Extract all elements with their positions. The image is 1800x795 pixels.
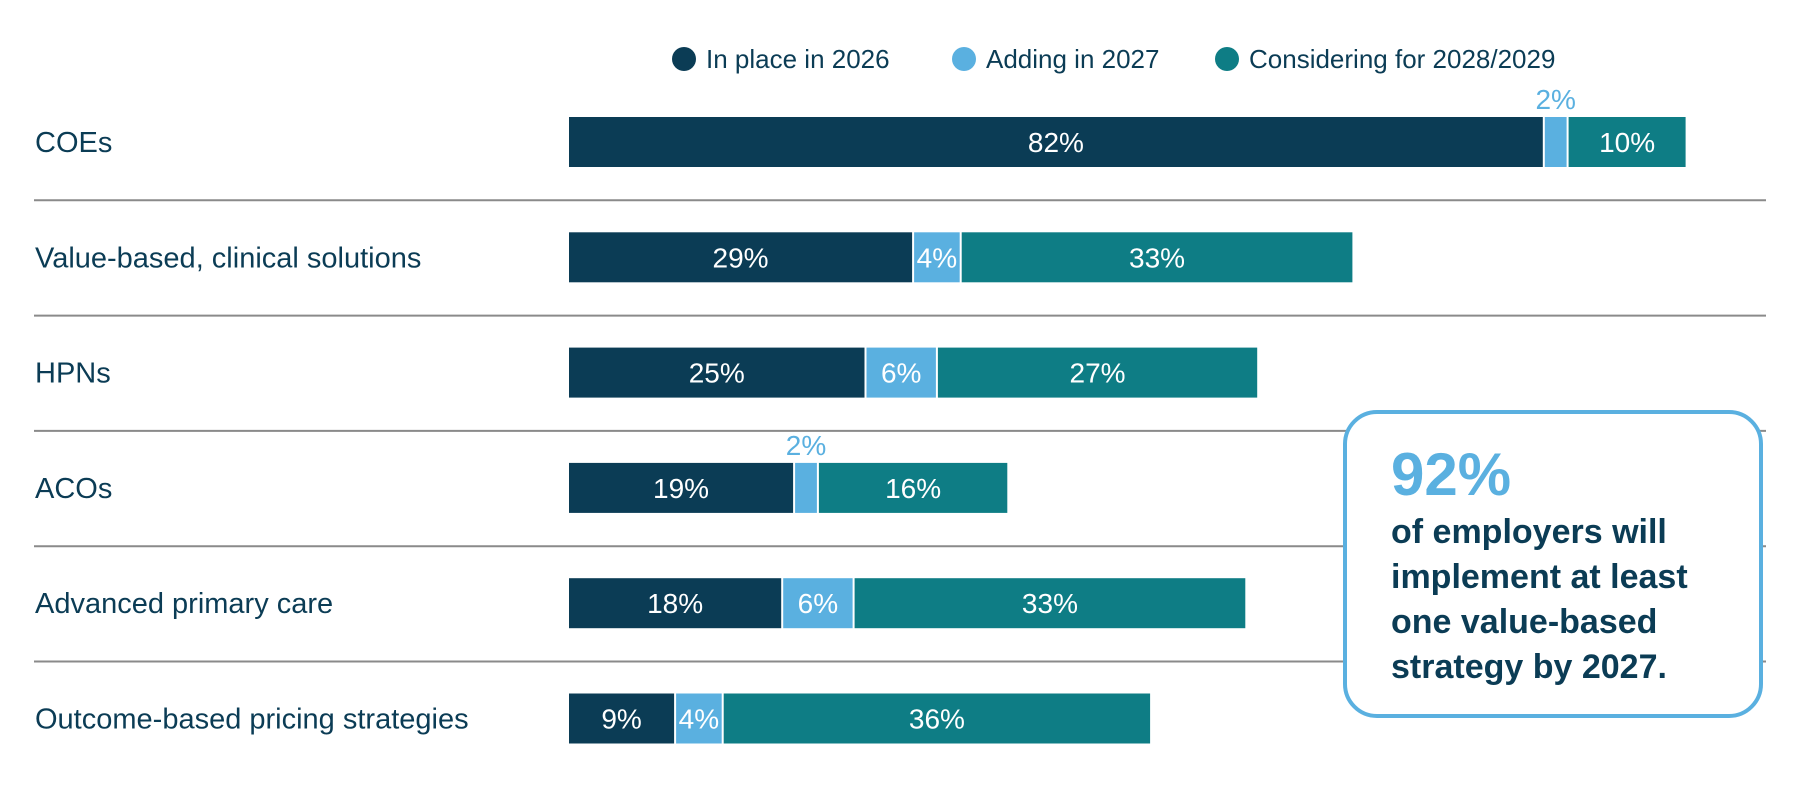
legend-label: Adding in 2027 bbox=[986, 44, 1159, 74]
data-label: 4% bbox=[679, 704, 719, 735]
callout-value: 92% bbox=[1391, 441, 1512, 508]
bar-segment bbox=[569, 462, 794, 513]
bar-segment bbox=[723, 693, 1151, 744]
bar-segment bbox=[1544, 117, 1567, 167]
category-label: Advanced primary care bbox=[35, 588, 333, 620]
data-label: 4% bbox=[917, 242, 957, 273]
data-label: 9% bbox=[601, 704, 641, 735]
data-label: 33% bbox=[1022, 588, 1078, 619]
bar-segment bbox=[795, 462, 817, 513]
bar-segment bbox=[569, 347, 865, 398]
legend-label: Considering for 2028/2029 bbox=[1249, 44, 1555, 74]
data-label: 25% bbox=[689, 358, 745, 389]
bar-segment bbox=[569, 232, 913, 283]
callout-box: 92% of employers will implement at least… bbox=[1343, 410, 1763, 718]
bar-segment bbox=[569, 117, 1543, 167]
legend-label: In place in 2026 bbox=[706, 44, 890, 74]
category-label: Value-based, clinical solutions bbox=[35, 242, 421, 274]
bar-segment bbox=[818, 462, 1008, 513]
category-label: HPNs bbox=[35, 358, 111, 390]
bar-segment bbox=[914, 232, 960, 283]
category-label: ACOs bbox=[35, 473, 112, 505]
bar-segment bbox=[854, 578, 1246, 629]
bar-segment bbox=[569, 693, 675, 744]
data-label: 36% bbox=[909, 704, 965, 735]
callout-text: of employers will implement at least one… bbox=[1391, 513, 1688, 686]
legend-marker bbox=[952, 47, 976, 71]
bar-segment bbox=[961, 232, 1353, 283]
category-label: COEs bbox=[35, 127, 112, 159]
bar-segment bbox=[1568, 117, 1686, 167]
data-label: 33% bbox=[1129, 242, 1185, 273]
data-label: 29% bbox=[713, 242, 769, 273]
data-label: 82% bbox=[1028, 127, 1084, 158]
bar-segment bbox=[783, 578, 853, 629]
legend-marker bbox=[672, 47, 696, 71]
bar-segment bbox=[937, 347, 1258, 398]
data-label: 18% bbox=[647, 588, 703, 619]
bar-segment bbox=[676, 693, 722, 744]
data-label: 2% bbox=[786, 430, 826, 461]
data-label: 16% bbox=[885, 473, 941, 504]
bar-segment bbox=[866, 347, 936, 398]
data-label: 6% bbox=[798, 588, 838, 619]
category-label: Outcome-based pricing strategies bbox=[35, 704, 469, 736]
data-label: 2% bbox=[1535, 84, 1575, 115]
data-label: 19% bbox=[653, 473, 709, 504]
legend-marker bbox=[1215, 47, 1239, 71]
data-label: 6% bbox=[881, 358, 921, 389]
data-label: 27% bbox=[1070, 358, 1126, 389]
bar-segment bbox=[569, 578, 782, 629]
data-label: 10% bbox=[1599, 127, 1655, 158]
